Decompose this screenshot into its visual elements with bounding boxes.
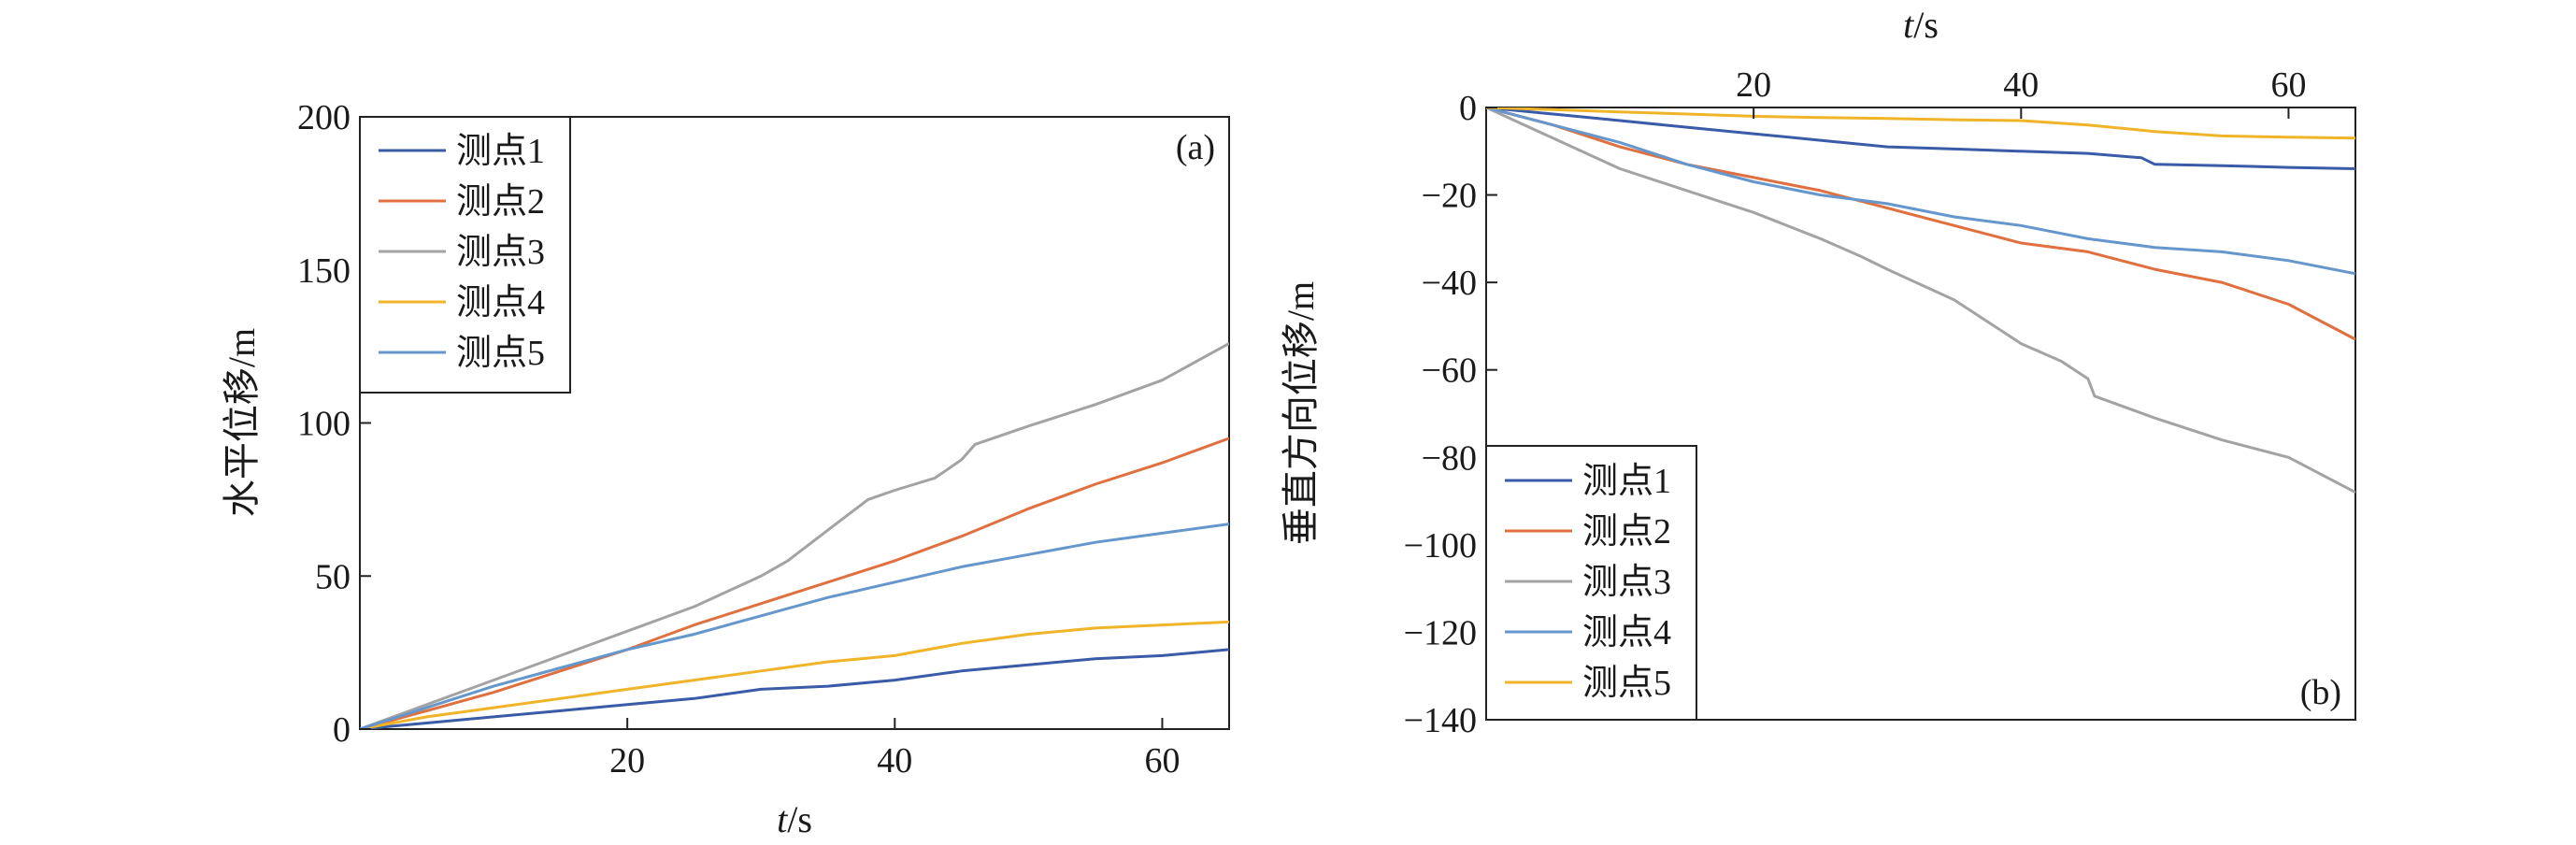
series-line-5 xyxy=(1486,107,2355,140)
series-line-1 xyxy=(1486,107,2355,170)
y-tick-label: −40 xyxy=(1422,264,1477,303)
series-line-1 xyxy=(360,648,1229,729)
legend-label-5: 测点5 xyxy=(456,334,545,373)
x-axis-label: t/s xyxy=(1903,4,1939,46)
x-tick-label: 20 xyxy=(609,741,645,781)
y-tick-label: −120 xyxy=(1404,613,1477,652)
y-tick-label: −140 xyxy=(1404,701,1477,740)
x-tick-label: 60 xyxy=(1144,741,1180,781)
y-tick-label: −20 xyxy=(1422,177,1477,216)
legend-label-2: 测点2 xyxy=(456,182,545,222)
series-line-3 xyxy=(360,342,1229,729)
series-line-2 xyxy=(360,437,1229,729)
plot-frame xyxy=(1485,107,2356,721)
legend-label-1: 测点1 xyxy=(1582,462,1671,501)
y-tick-label: 200 xyxy=(297,98,351,137)
legend-label-3: 测点3 xyxy=(456,233,545,272)
x-axis-label: t/s xyxy=(777,798,812,840)
legend: 测点1 测点2 测点3 测点4 测点5 xyxy=(1485,445,1697,721)
y-tick-label: −100 xyxy=(1404,526,1477,566)
y-tick-label: 150 xyxy=(297,251,351,291)
legend-label-3: 测点3 xyxy=(1582,563,1671,602)
y-tick-label: 100 xyxy=(297,405,351,444)
y-axis-label: 垂直方向位移/m xyxy=(1280,281,1322,545)
legend-label-5: 测点5 xyxy=(1582,664,1671,703)
x-tick-label: 40 xyxy=(877,741,912,781)
x-tick-label: 20 xyxy=(1736,65,1771,105)
series-line-3 xyxy=(1486,107,2355,494)
series-line-2 xyxy=(1486,107,2355,341)
panel-label: (a) xyxy=(1176,128,1215,167)
legend-label-1: 测点1 xyxy=(456,132,545,171)
y-tick-label: −60 xyxy=(1422,351,1477,391)
panel-label: (b) xyxy=(2300,673,2341,712)
x-tick-label: 60 xyxy=(2270,65,2306,105)
panel-a: 20 40 60050100150200t/s水平位移/m(a)测点1测点2测点3测… xyxy=(221,98,1230,840)
panel-b: 20 40 60 0 −20 −40 −60 −80 −100 −120 −140 t/s 垂直方向位移… xyxy=(1280,4,2356,740)
legend: 测点1 测点2 测点3 测点4 测点5 xyxy=(359,116,571,394)
y-axis-label: 水平位移/m xyxy=(221,328,263,517)
series-line-4 xyxy=(360,620,1229,729)
legend-box xyxy=(359,116,571,394)
y-tick-label: −80 xyxy=(1422,438,1477,478)
x-tick-label: 40 xyxy=(2003,65,2039,105)
series-line-4 xyxy=(1486,107,2355,276)
y-tick-label: 50 xyxy=(315,557,351,596)
series-line-5 xyxy=(360,523,1229,729)
legend-label-4: 测点4 xyxy=(456,283,545,322)
legend-label-4: 测点4 xyxy=(1582,613,1671,652)
legend-label-2: 测点2 xyxy=(1582,512,1671,551)
y-tick-label: 0 xyxy=(1459,89,1477,128)
y-tick-label: 0 xyxy=(333,710,351,750)
